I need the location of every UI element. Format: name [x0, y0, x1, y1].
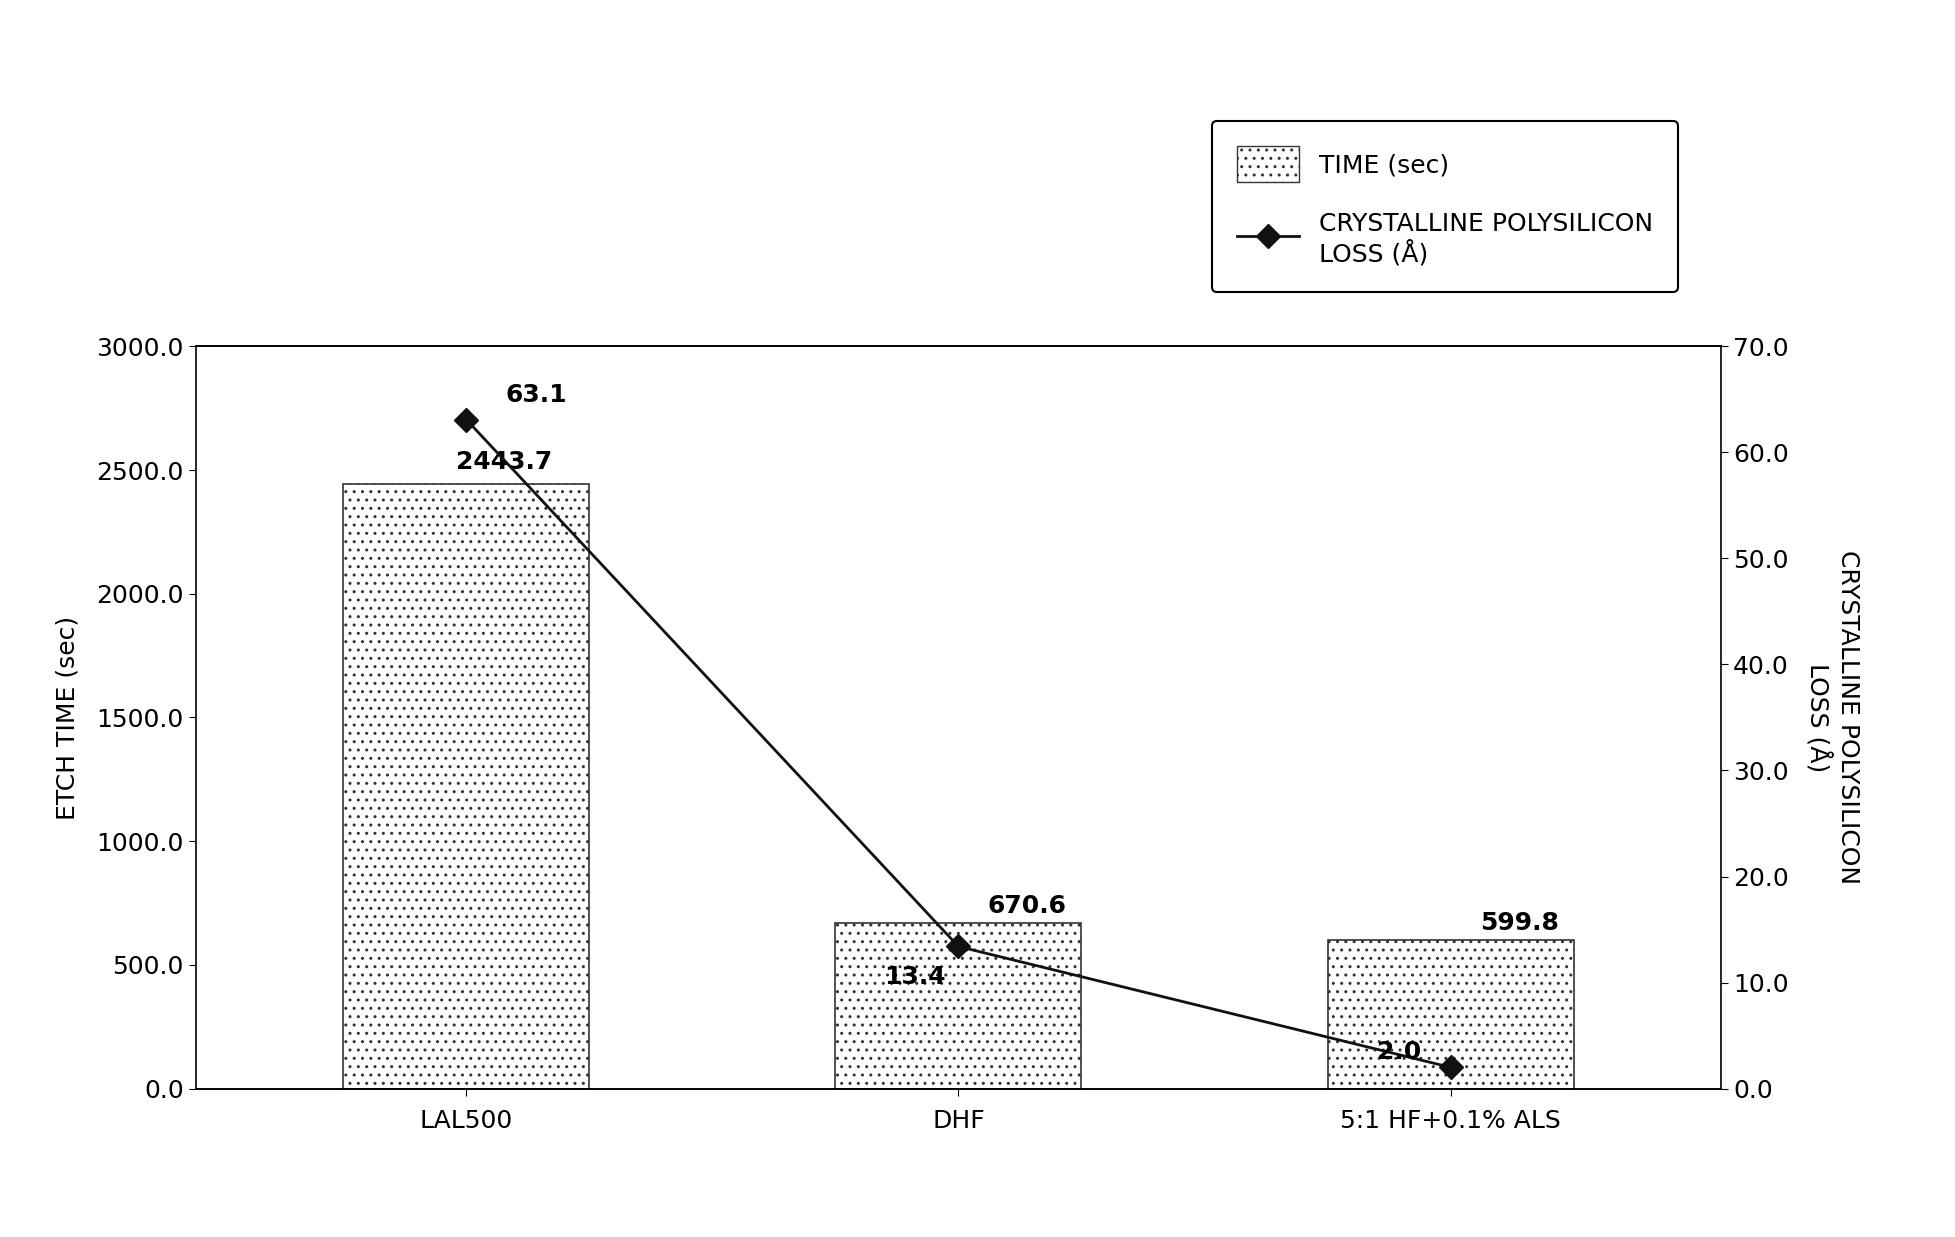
Y-axis label: CRYSTALLINE POLYSILICON
LOSS (Å): CRYSTALLINE POLYSILICON LOSS (Å): [1804, 550, 1859, 884]
Bar: [342, 484, 588, 1089]
Text: 599.8: 599.8: [1480, 912, 1558, 935]
Text: 13.4: 13.4: [884, 965, 946, 988]
Text: 2443.7: 2443.7: [456, 450, 553, 474]
Y-axis label: ETCH TIME (sec): ETCH TIME (sec): [55, 615, 80, 820]
Text: 63.1: 63.1: [506, 382, 567, 407]
Bar: [1327, 940, 1574, 1089]
Legend: TIME (sec), CRYSTALLINE POLYSILICON
LOSS (Å): TIME (sec), CRYSTALLINE POLYSILICON LOSS…: [1210, 121, 1677, 292]
Bar: [835, 923, 1081, 1089]
Text: 670.6: 670.6: [987, 893, 1065, 918]
Text: 2.0: 2.0: [1376, 1040, 1419, 1064]
